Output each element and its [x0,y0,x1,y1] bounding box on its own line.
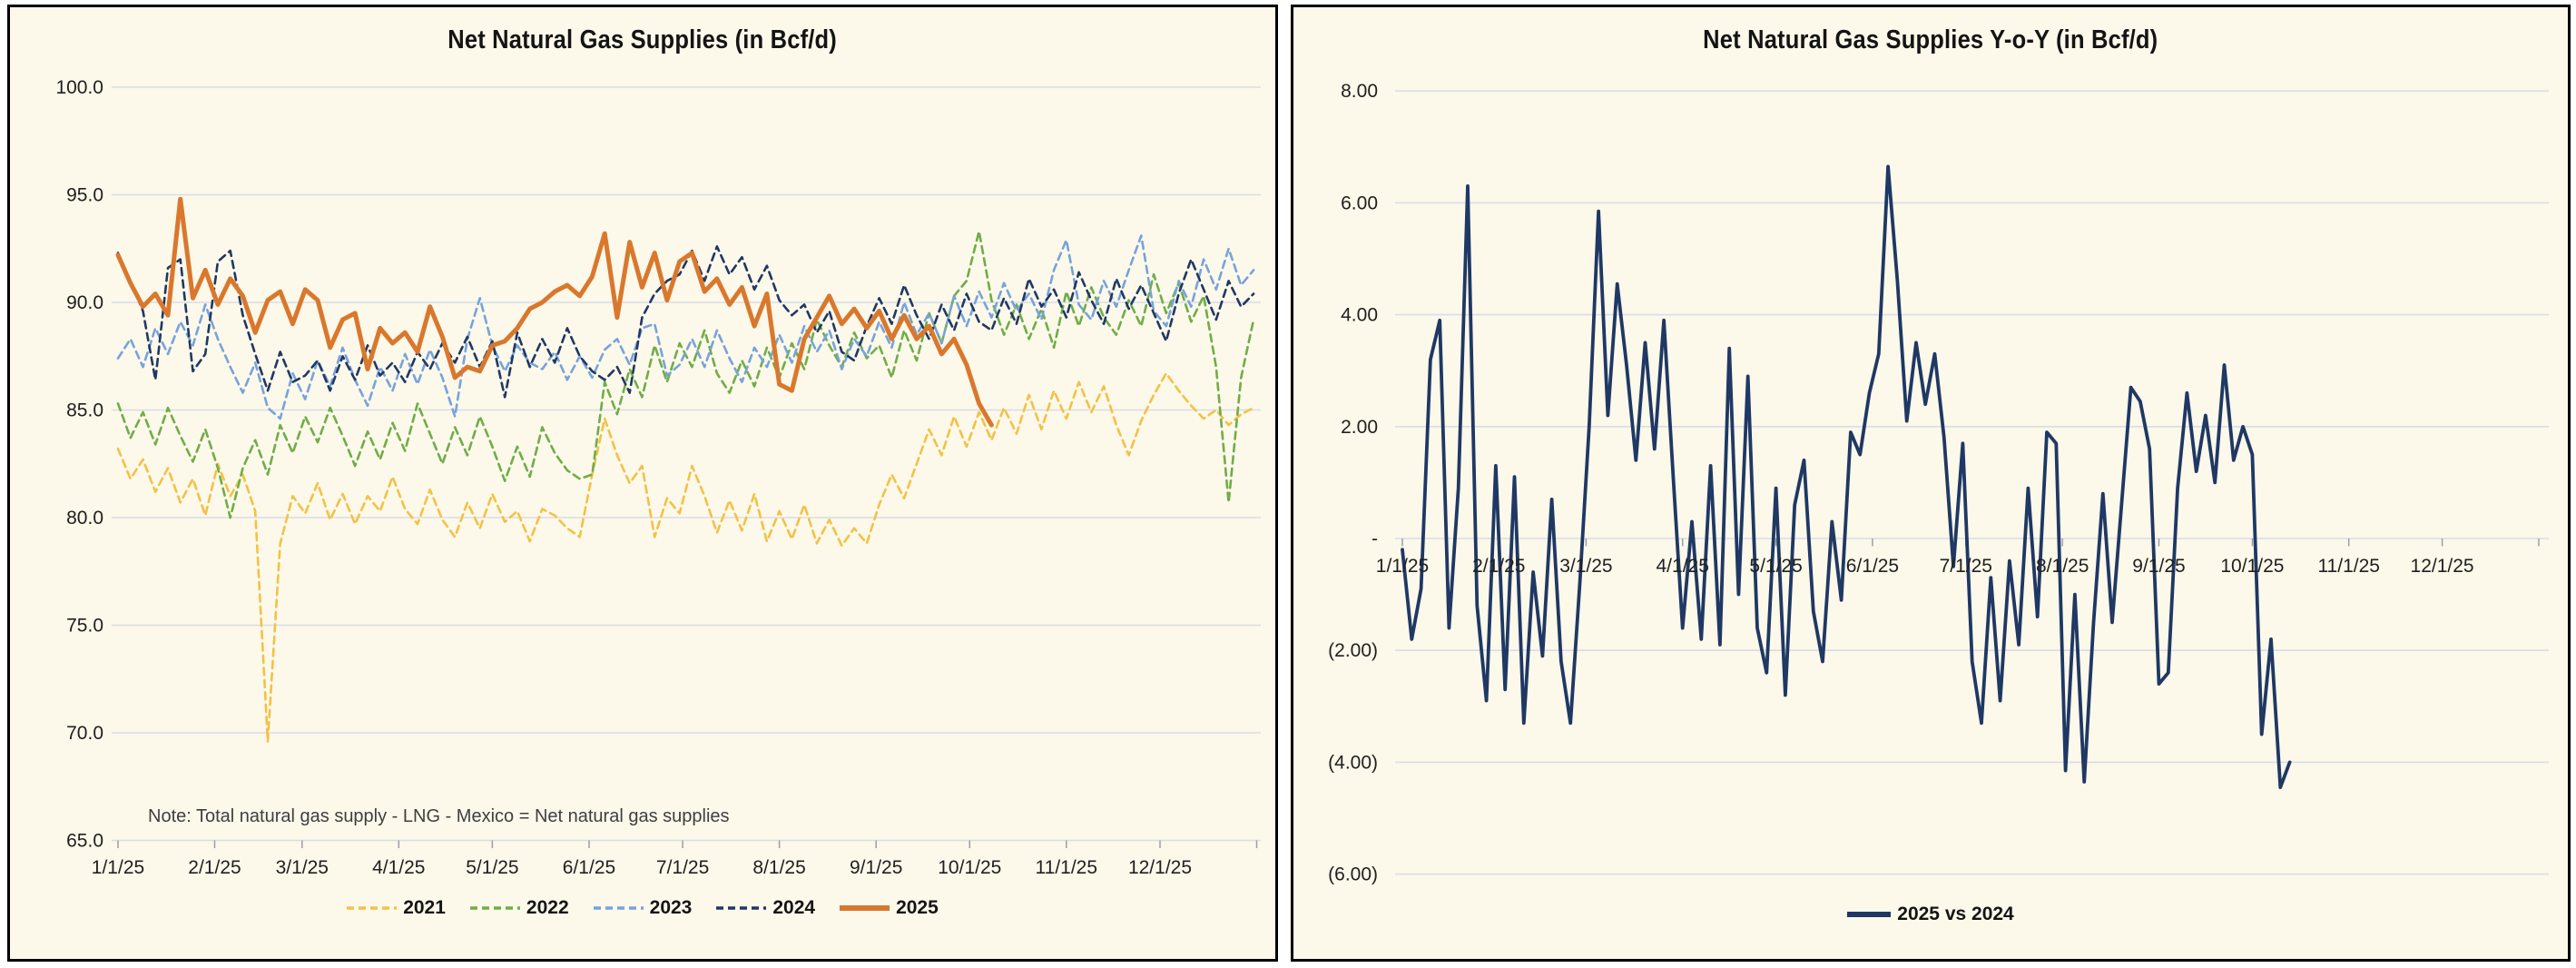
series-line-2025-vs-2024 [1401,164,2292,789]
x-axis-label: 5/1/25 [466,857,518,878]
series-line-2022 [116,230,1255,519]
x-axis-label: 1/1/25 [1376,556,1429,577]
x-axis-label: 2/1/25 [1472,556,1525,577]
left-chart-title: Net Natural Gas Supplies (in Bcf/d) [10,25,1275,55]
y-axis-label: 80.0 [66,508,103,528]
x-axis-label: 9/1/25 [2132,556,2185,577]
legend-swatch-2025-vs-2024 [1847,912,1892,917]
legend-item-2025-vs-2024: 2025 vs 2024 [1847,904,2014,925]
x-axis-label: 6/1/25 [563,857,615,878]
legend-item-2022: 2022 [469,897,569,919]
legend-swatch-2021 [347,906,398,910]
x-axis-label: 3/1/25 [276,857,329,878]
x-axis-label: 6/1/25 [1846,556,1899,577]
x-axis-label: 10/1/25 [2220,556,2284,577]
supplies-chart-panel: 100.0 95.0 90.0 85.0 80.0 75.0 70.0 65.0 1/1/25 2… [7,5,1278,962]
y-axis-label: 8.00 [1341,81,1378,102]
y-axis-label: 70.0 [66,723,103,744]
y-axis-label: (6.00) [1328,864,1378,885]
chart-note: Note: Total natural gas supply - LNG - M… [148,806,730,826]
y-axis-label: 85.0 [66,400,103,421]
y-axis-label: 75.0 [66,616,103,637]
y-axis-label: 2.00 [1341,417,1378,438]
legend-swatch-2023 [593,906,644,910]
x-axis-label: 12/1/25 [2411,556,2474,577]
yoy-chart-panel: 8.00 6.00 4.00 2.00 - (2.00) (4.00) (6.00) 1/1/2… [1291,5,2571,962]
legend-label: 2025 vs 2024 [1897,904,2014,924]
x-axis-label: 1/1/25 [92,857,144,878]
right-chart-legend: 2025 vs 2024 [1293,904,2568,925]
legend-label: 2025 [896,897,939,918]
y-axis-label: 4.00 [1341,305,1378,326]
x-axis-label: 12/1/25 [1128,857,1192,878]
y-axis-label: 90.0 [66,292,103,313]
legend-item-2024: 2024 [716,897,815,919]
yoy-plot: 8.00 6.00 4.00 2.00 - (2.00) (4.00) (6.00) 1/1/2… [1328,81,2549,885]
series-line-2024 [116,245,1255,399]
legend-label: 2023 [649,897,693,918]
y-axis-label: - [1372,528,1378,549]
left-chart-legend: 2021 2022 2023 2024 2025 [10,897,1275,919]
series-line-2023 [116,234,1255,420]
left-chart-title-text: Net Natural Gas Supplies (in Bcf/d) [447,25,838,54]
x-axis-label: 4/1/25 [1657,556,1709,577]
x-axis-label: 8/1/25 [752,857,805,878]
x-axis-label: 3/1/25 [1559,556,1612,577]
x-axis-label: 7/1/25 [1940,556,1992,577]
x-axis-label: 11/1/25 [1036,857,1098,878]
y-axis-label: 100.0 [55,77,103,98]
x-axis-label: 8/1/25 [2036,556,2089,577]
x-axis-label: 7/1/25 [656,857,709,878]
right-chart-title: Net Natural Gas Supplies Y-o-Y (in Bcf/d… [1293,25,2568,55]
y-axis-label: 6.00 [1341,193,1378,213]
legend-item-2025: 2025 [840,897,939,919]
legend-swatch-2025 [840,905,890,911]
x-axis-label: 5/1/25 [1749,556,1802,577]
y-axis-label: (2.00) [1328,640,1378,661]
legend-label: 2022 [526,897,569,918]
y-axis-label: 95.0 [66,185,103,206]
supplies-plot: 100.0 95.0 90.0 85.0 80.0 75.0 70.0 65.0 1/1/25 2… [55,77,1261,878]
x-axis-label: 9/1/25 [850,857,902,878]
x-axis-label: 11/1/25 [2317,556,2380,577]
x-axis-label: 2/1/25 [188,857,241,878]
legend-item-2023: 2023 [593,897,693,919]
series-line-2021 [116,371,1255,743]
y-axis-label: 65.0 [66,831,103,852]
series-line-2025 [115,196,994,428]
legend-item-2021: 2021 [347,897,446,919]
legend-label: 2024 [772,897,816,918]
x-axis-label: 4/1/25 [372,857,425,878]
x-axis-label: 10/1/25 [938,857,1001,878]
legend-swatch-2022 [469,906,520,910]
legend-swatch-2024 [716,906,767,910]
legend-label: 2021 [403,897,446,918]
y-axis-label: (4.00) [1328,752,1378,773]
right-chart-title-text: Net Natural Gas Supplies Y-o-Y (in Bcf/d… [1703,25,2158,54]
